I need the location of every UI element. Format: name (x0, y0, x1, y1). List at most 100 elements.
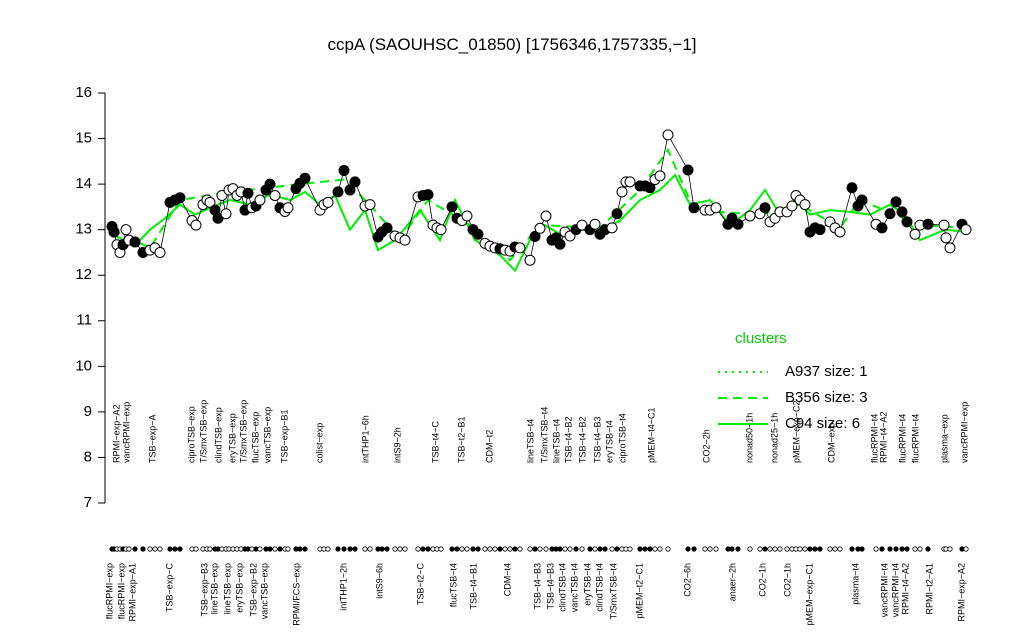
y-tick-label: 8 (84, 448, 92, 465)
rug-point (767, 546, 773, 552)
point (960, 224, 972, 236)
rug-point (177, 546, 183, 552)
x-label-top: plasma−exp (939, 414, 949, 463)
x-label-bottom: vancRPMI−t4 (890, 563, 900, 617)
point (909, 228, 921, 240)
point (299, 172, 311, 184)
rug-point (802, 546, 808, 552)
rug-point (832, 546, 838, 552)
rug-point (402, 546, 408, 552)
x-label-bottom: CDM−t4 (502, 563, 512, 596)
rug-point (267, 546, 273, 552)
point (732, 218, 744, 230)
rug-point (614, 546, 620, 552)
rug-point (172, 546, 178, 552)
rug-point (827, 546, 833, 552)
x-label-top: CO2−2h (701, 429, 711, 463)
rug-point (917, 546, 923, 552)
rug-point (492, 546, 498, 552)
point (901, 216, 913, 228)
rug-point (397, 546, 403, 552)
y-tick-label: 14 (75, 175, 92, 192)
x-label-bottom: vancRPMI−t4 (879, 563, 889, 617)
y-tick-label: 9 (84, 403, 92, 420)
x-label-bottom: pMEM−exp−C1 (804, 563, 814, 626)
rug-point (963, 546, 969, 552)
rug-point (647, 546, 653, 552)
point (534, 222, 546, 234)
rug-point (167, 546, 173, 552)
rug-point (459, 546, 465, 552)
x-label-top: intTHP1−6h (360, 415, 370, 463)
x-label-top: flucRPMI−t4 (869, 414, 879, 463)
rug-point (947, 546, 953, 552)
point (884, 208, 896, 220)
point (554, 238, 566, 250)
x-label-top: ciproTSB−exp (186, 406, 196, 463)
point (269, 190, 281, 201)
x-label-top: eryTSB−t4 (604, 420, 614, 463)
point (644, 182, 656, 194)
point (744, 210, 756, 222)
rug-point (475, 546, 481, 552)
rug-point (341, 546, 347, 552)
y-tick-label: 10 (75, 357, 92, 374)
x-label-bottom: CO2−1h (757, 563, 767, 597)
point (688, 202, 700, 214)
point (154, 246, 166, 258)
rug-point (297, 546, 303, 552)
rug-point (592, 546, 598, 552)
rug-point (747, 546, 753, 552)
point (332, 186, 344, 198)
rug-point (597, 546, 603, 552)
point (264, 178, 276, 190)
rug-point (207, 546, 213, 552)
rug-point (691, 546, 697, 552)
x-label-top: nonad25−1h (769, 413, 779, 463)
x-label-top: eryTSB−exp (227, 413, 237, 463)
rug-point (347, 546, 353, 552)
rug-point (772, 546, 778, 552)
point (759, 202, 771, 214)
x-label-top: TSB−t2−B1 (456, 416, 466, 463)
rug-point (665, 546, 671, 552)
rug-point (487, 546, 493, 552)
rug-point (925, 546, 931, 552)
rug-point (702, 546, 708, 552)
x-label-top: vancRPMI−exp (959, 402, 969, 463)
point (944, 242, 956, 254)
x-label-bottom: clindTSB−t4 (557, 563, 567, 612)
y-tick-label: 7 (84, 494, 92, 511)
x-label-bottom: TSB−t4−B3 (545, 563, 555, 610)
point (399, 234, 411, 246)
point (129, 236, 141, 248)
point (338, 164, 350, 176)
point (540, 210, 552, 222)
y-tick-label: 12 (75, 266, 92, 283)
point (682, 164, 694, 176)
x-label-bottom: RPMI−exp−A2 (956, 563, 966, 622)
rug-point (587, 546, 593, 552)
rug-point (512, 546, 518, 552)
point (876, 222, 888, 234)
rug-point (449, 546, 455, 552)
rug-point (384, 546, 390, 552)
rug-point (735, 546, 741, 552)
rug-point (637, 546, 643, 552)
x-label-top: flucTSB−exp (250, 412, 260, 463)
rug-point (562, 546, 568, 552)
rug-point (904, 546, 910, 552)
rug-point (464, 546, 470, 552)
rug-point (367, 546, 373, 552)
rug-point (807, 546, 813, 552)
rug-point (652, 546, 658, 552)
x-label-bottom: TSB−t4−B3 (532, 563, 542, 610)
x-label-top: vancTSB−exp (262, 407, 272, 463)
x-label-bottom: RPMI/FCS−exp (291, 563, 301, 626)
x-label-top: lineTSB−t4 (525, 419, 535, 463)
x-label-bottom: eryTSB−t4 (582, 563, 592, 606)
x-label-bottom: CO2−6h (682, 563, 692, 597)
x-label-bottom: TSB−t4−B1 (468, 563, 478, 610)
point (242, 187, 254, 199)
point (254, 194, 266, 206)
